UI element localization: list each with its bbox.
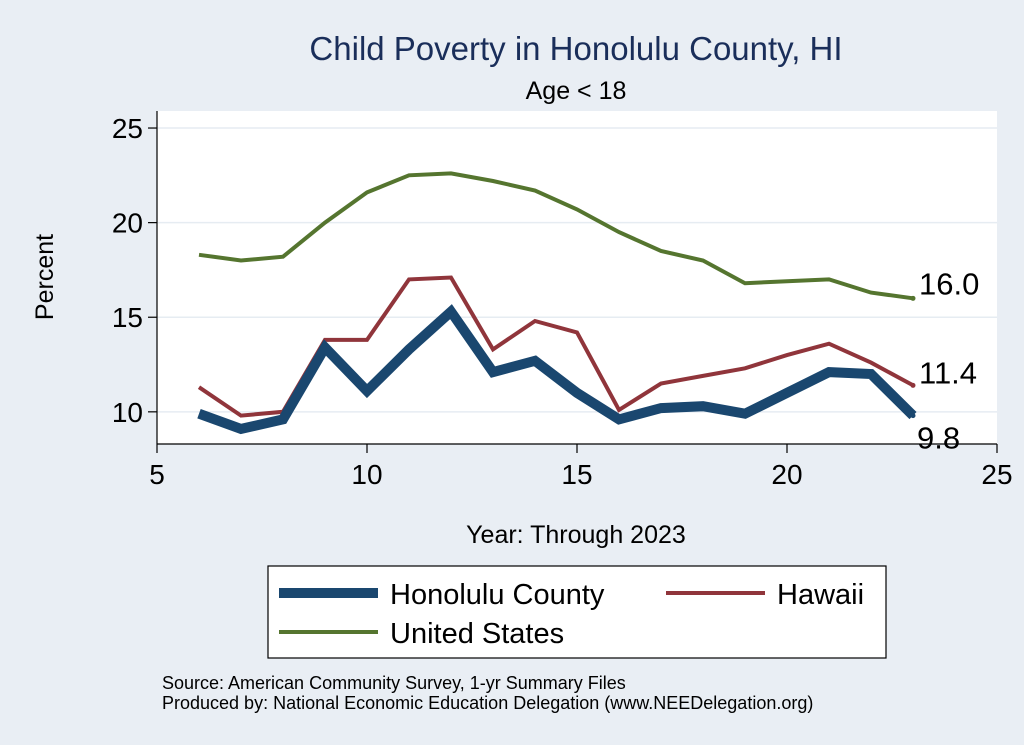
x-tick-label: 10 <box>351 459 382 490</box>
legend-box <box>267 565 887 659</box>
grid-layer <box>157 127 997 413</box>
series-layer <box>197 171 917 435</box>
y-tick-label: 15 <box>112 302 143 333</box>
series-endpoint-hawaii <box>910 382 916 388</box>
chart-subtitle: Age < 18 <box>526 77 627 105</box>
x-tick-label: 15 <box>561 459 592 490</box>
source-note: Source: American Community Survey, 1-yr … <box>162 673 626 693</box>
x-axis-label: Year: Through 2023 <box>466 521 686 549</box>
series-line-honolulu <box>197 304 917 435</box>
y-tick-label: 10 <box>112 397 143 428</box>
series-endpoint-united-states <box>910 295 916 301</box>
series-endpoint-honolulu <box>910 413 916 419</box>
legend-label-honolulu: Honolulu County <box>390 579 605 611</box>
producer-note: Produced by: National Economic Education… <box>162 693 813 713</box>
labels-layer: 16.0 11.4 9.8 <box>917 266 979 455</box>
end-label-hawaii: 11.4 <box>919 355 977 390</box>
x-tick-label: 25 <box>981 459 1012 490</box>
x-tick-label: 5 <box>149 459 165 490</box>
end-label-honolulu: 9.8 <box>917 421 960 456</box>
legend-label-united-states: United States <box>390 618 564 650</box>
series-line-united-states <box>198 171 914 301</box>
y-tick-label: 20 <box>112 208 143 239</box>
y-axis-label: Percent <box>31 234 59 320</box>
end-label-united-states: 16.0 <box>919 266 979 301</box>
legend: Honolulu County Hawaii United States <box>267 565 887 659</box>
chart-title: Child Poverty in Honolulu County, HI <box>309 30 842 67</box>
y-tick-label: 25 <box>112 113 143 144</box>
x-tick-label: 20 <box>771 459 802 490</box>
legend-label-hawaii: Hawaii <box>777 579 864 611</box>
